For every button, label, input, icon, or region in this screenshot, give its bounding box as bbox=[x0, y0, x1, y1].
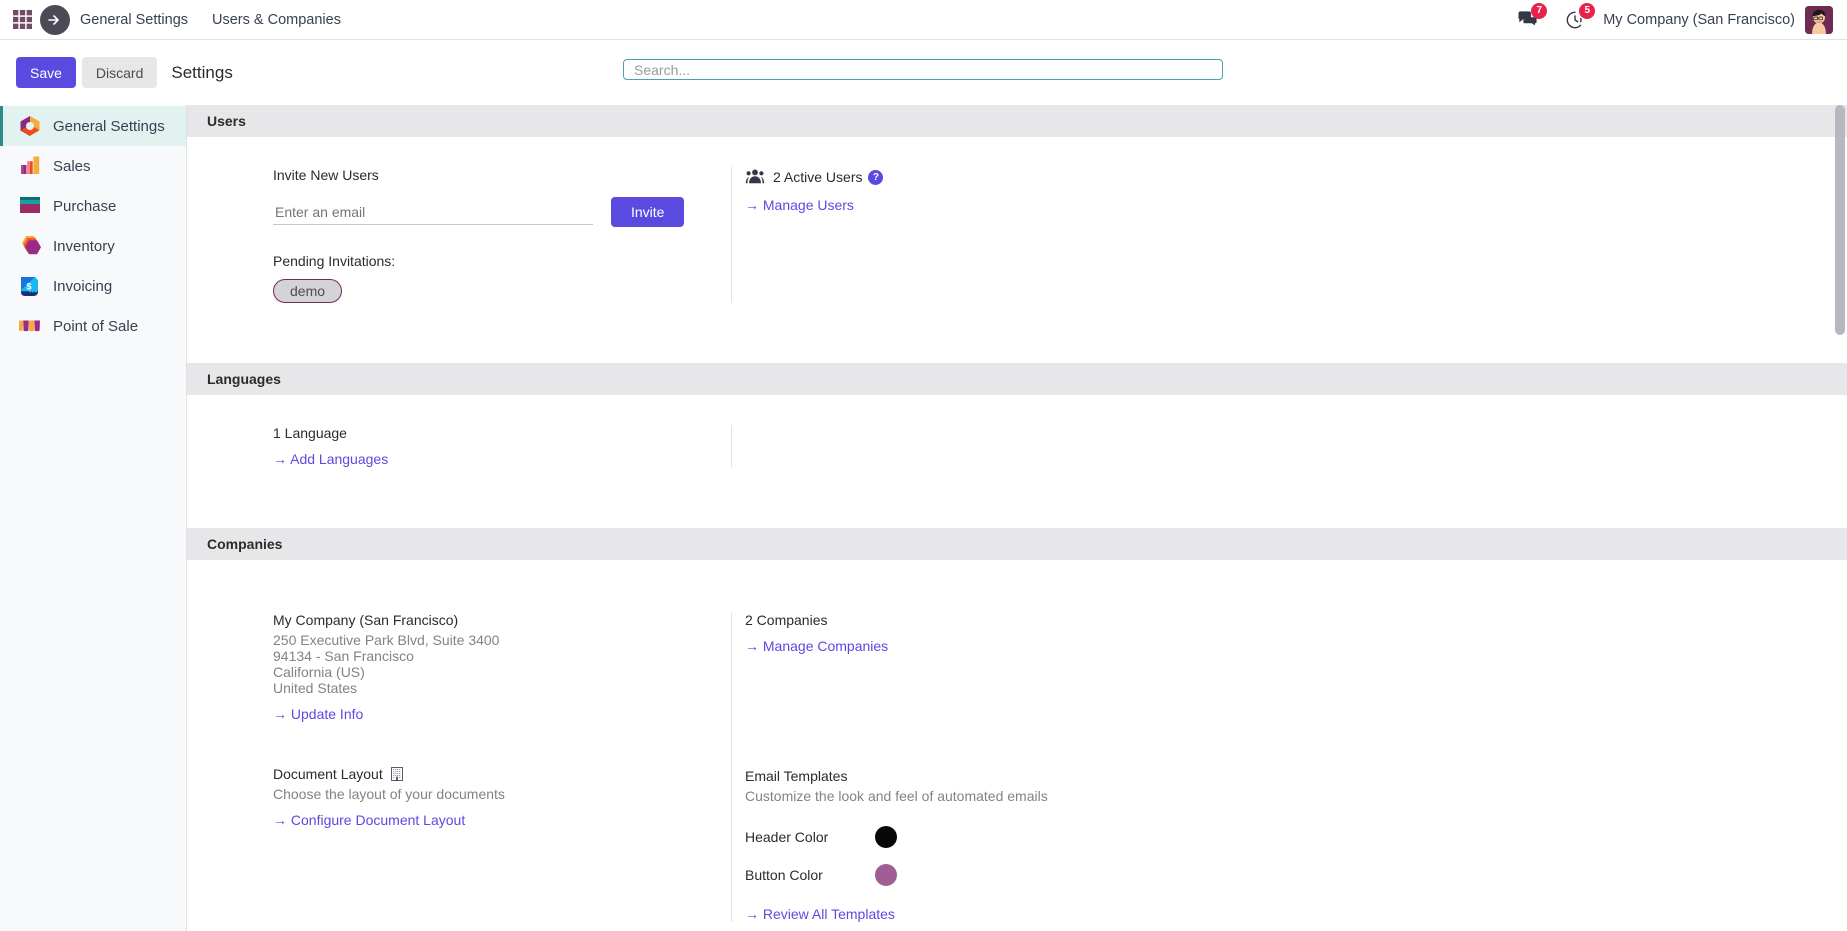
svg-text:$: $ bbox=[26, 282, 31, 292]
